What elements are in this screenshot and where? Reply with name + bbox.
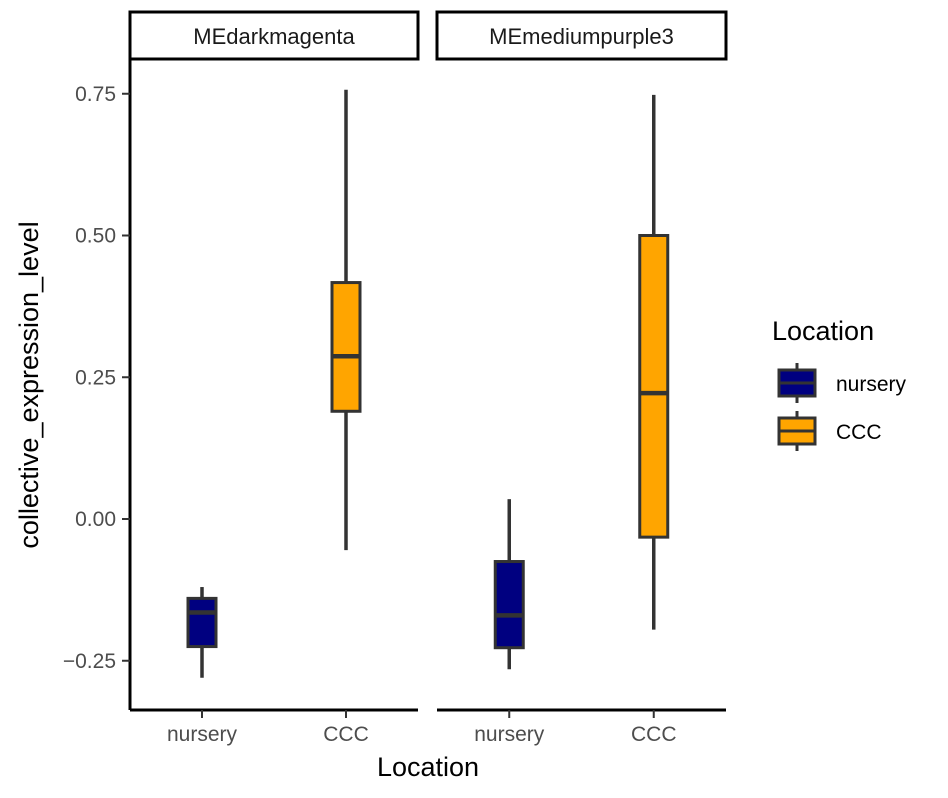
facet-panel-MEmediumpurple3: MEmediumpurple3 nursery CCC	[435, 10, 728, 746]
x-tick-label: nursery	[474, 723, 545, 746]
facet-strip-label: MEmediumpurple3	[489, 24, 674, 49]
facet-panels: MEdarkmagenta nursery CCC MEmediumpurple3 nu…	[128, 10, 728, 746]
y-axis-title: collective_expression_level	[14, 221, 44, 548]
box-body	[638, 234, 670, 539]
legend-title: Location	[772, 316, 874, 346]
legend-entry-CCC: CCC	[777, 411, 882, 451]
x-tick-label: nursery	[167, 723, 238, 746]
facet-strip	[435, 10, 728, 61]
box-MEdarkmagenta-nursery	[186, 587, 218, 678]
y-tick-label: 0.00	[75, 508, 116, 531]
box-MEmediumpurple3-CCC	[638, 94, 670, 630]
facet-panel-MEdarkmagenta: MEdarkmagenta nursery CCC	[128, 10, 420, 746]
box-body	[493, 560, 525, 650]
facet-strip	[128, 10, 420, 61]
legend-entry-nursery: nursery	[777, 363, 907, 403]
facet-strip-label: MEdarkmagenta	[193, 24, 355, 49]
legend-label: CCC	[836, 421, 882, 444]
y-axis: −0.25 0.00 0.25 0.50 0.75	[63, 60, 132, 710]
x-axis-title: Location	[377, 752, 479, 782]
y-tick-label: 0.75	[75, 83, 116, 106]
y-tick-label: −0.25	[63, 650, 116, 673]
box-MEmediumpurple3-nursery	[493, 499, 525, 670]
y-tick-label: 0.25	[75, 366, 116, 389]
x-tick-label: CCC	[323, 723, 369, 746]
box-body	[186, 596, 218, 649]
box-MEdarkmagenta-CCC	[330, 89, 362, 551]
y-tick-label: 0.50	[75, 225, 116, 248]
x-tick-label: CCC	[631, 723, 677, 746]
legend-label: nursery	[836, 373, 907, 396]
legend: Location nursery CCC	[772, 316, 907, 451]
box-body	[330, 281, 362, 413]
